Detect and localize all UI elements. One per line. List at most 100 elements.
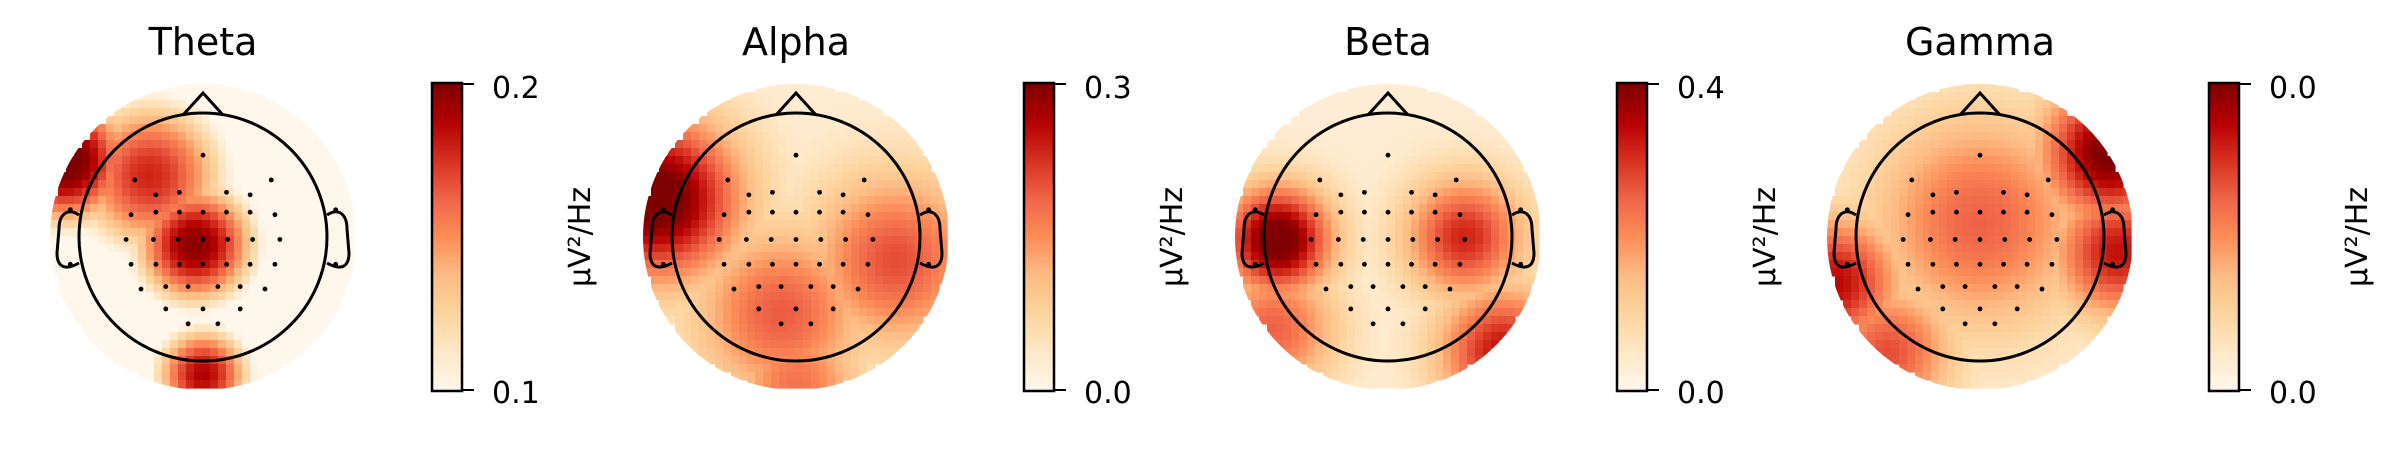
heatmap-cell <box>787 236 796 245</box>
heatmap-cell <box>1979 236 1988 245</box>
heatmap-cell <box>1395 372 1404 381</box>
heatmap-cell <box>1459 140 1468 149</box>
heatmap-cell <box>1291 124 1300 133</box>
heatmap-cell <box>162 244 171 253</box>
heatmap-cell <box>154 196 163 205</box>
heatmap-cell <box>226 324 235 333</box>
heatmap-cell <box>1883 164 1892 173</box>
heatmap-cell <box>154 164 163 173</box>
heatmap-cell <box>186 84 195 93</box>
heatmap-cell <box>138 276 147 285</box>
heatmap-cell <box>779 260 788 269</box>
heatmap-cell <box>2019 380 2028 389</box>
heatmap-cell <box>2115 228 2124 237</box>
heatmap-cell <box>1995 316 2004 325</box>
heatmap-cell <box>1379 292 1388 301</box>
heatmap-cell <box>274 220 283 229</box>
heatmap-cell <box>98 188 107 197</box>
heatmap-cell <box>835 132 844 141</box>
heatmap-cell <box>146 116 155 125</box>
heatmap-cell <box>875 148 884 157</box>
sensor-dot <box>756 284 762 289</box>
heatmap-cell <box>1307 316 1316 325</box>
heatmap-cell <box>258 332 267 341</box>
heatmap-cell <box>2115 196 2124 205</box>
heatmap-cell <box>1859 292 1868 301</box>
heatmap-cell <box>859 228 868 237</box>
heatmap-cell <box>210 300 219 309</box>
heatmap-cell <box>2043 188 2052 197</box>
heatmap-cell <box>883 284 892 293</box>
right-ear-outline <box>326 210 351 269</box>
heatmap-cell <box>1467 340 1476 349</box>
heatmap-cell <box>2083 276 2092 285</box>
heatmap-cell <box>130 188 139 197</box>
heatmap-cell <box>346 276 355 285</box>
heatmap-cell <box>683 156 692 165</box>
heatmap-cell <box>1491 260 1500 269</box>
heatmap-cell <box>82 172 91 181</box>
heatmap-cell <box>2027 180 2036 189</box>
heatmap-cell <box>723 252 732 261</box>
heatmap-cell <box>2107 252 2116 261</box>
heatmap-cell <box>250 284 259 293</box>
sensor-dot <box>1385 306 1391 312</box>
heatmap-cell <box>314 180 323 189</box>
heatmap-cell <box>1411 284 1420 293</box>
heatmap-cell <box>771 260 780 269</box>
heatmap-cell <box>739 108 748 117</box>
heatmap-cell <box>1331 116 1340 125</box>
heatmap-cell <box>1403 372 1412 381</box>
heatmap-cell <box>1843 276 1852 285</box>
heatmap-cell <box>1387 252 1396 261</box>
heatmap-cell <box>2003 372 2012 381</box>
heatmap-cell <box>258 236 267 245</box>
heatmap-cell <box>651 180 660 189</box>
heatmap-cell <box>867 140 876 149</box>
heatmap-cell <box>851 204 860 213</box>
heatmap-cell <box>891 204 900 213</box>
heatmap-cell <box>1323 348 1332 357</box>
sensor-dot <box>1409 261 1414 267</box>
heatmap-cell <box>731 140 740 149</box>
heatmap-cell <box>1435 204 1444 213</box>
heatmap-cell <box>2051 156 2060 165</box>
heatmap-cell <box>819 116 828 125</box>
heatmap-cell <box>226 100 235 109</box>
heatmap-cell <box>1395 132 1404 141</box>
heatmap-cell <box>1459 164 1468 173</box>
heatmap-cell <box>130 140 139 149</box>
heatmap-cell <box>1515 196 1524 205</box>
heatmap-cell <box>851 180 860 189</box>
heatmap-cell <box>1939 180 1948 189</box>
heatmap-cell <box>1963 268 1972 277</box>
heatmap-cell <box>1411 180 1420 189</box>
heatmap-cell <box>218 316 227 325</box>
heatmap-cell <box>667 204 676 213</box>
heatmap-cell <box>723 116 732 125</box>
heatmap-cell <box>699 244 708 253</box>
heatmap-cell <box>843 132 852 141</box>
heatmap-cell <box>58 236 67 245</box>
heatmap-cell <box>715 252 724 261</box>
left-ear-outline <box>55 210 80 269</box>
heatmap-cell <box>1371 164 1380 173</box>
heatmap-cell <box>1475 204 1484 213</box>
heatmap-cell <box>1411 124 1420 133</box>
sensor-dot <box>2039 286 2045 292</box>
heatmap-cell <box>779 380 788 389</box>
sensor-dot <box>1385 237 1391 242</box>
heatmap-cell <box>1427 340 1436 349</box>
heatmap-cell <box>1971 196 1980 205</box>
heatmap-cell <box>106 156 115 165</box>
heatmap-cell <box>659 220 668 229</box>
heatmap-cell <box>1251 196 1260 205</box>
heatmap-cell <box>250 148 259 157</box>
heatmap-cell <box>106 356 115 365</box>
heatmap-cell <box>282 172 291 181</box>
heatmap-cell <box>811 372 820 381</box>
heatmap-cell <box>819 300 828 309</box>
heatmap-cell <box>795 316 804 325</box>
heatmap-cell <box>1379 284 1388 293</box>
heatmap-cell <box>2099 140 2108 149</box>
